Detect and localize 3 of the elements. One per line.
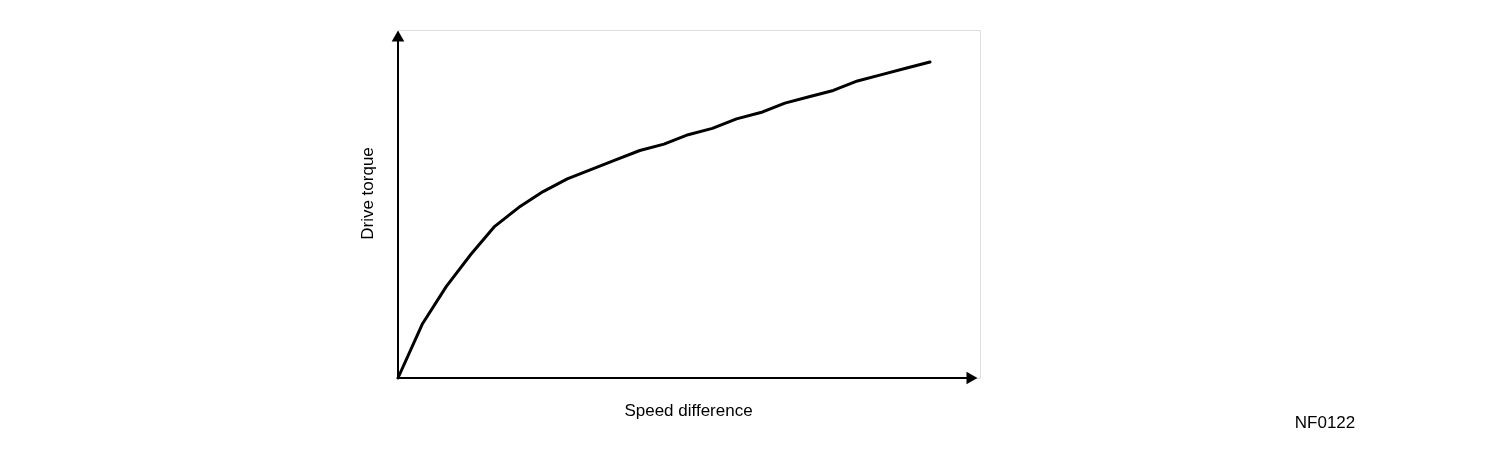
x-axis-title: Speed difference [624, 400, 753, 420]
y-axis-title: Drive torque [357, 147, 377, 240]
text: NF0122 [1294, 413, 1356, 432]
